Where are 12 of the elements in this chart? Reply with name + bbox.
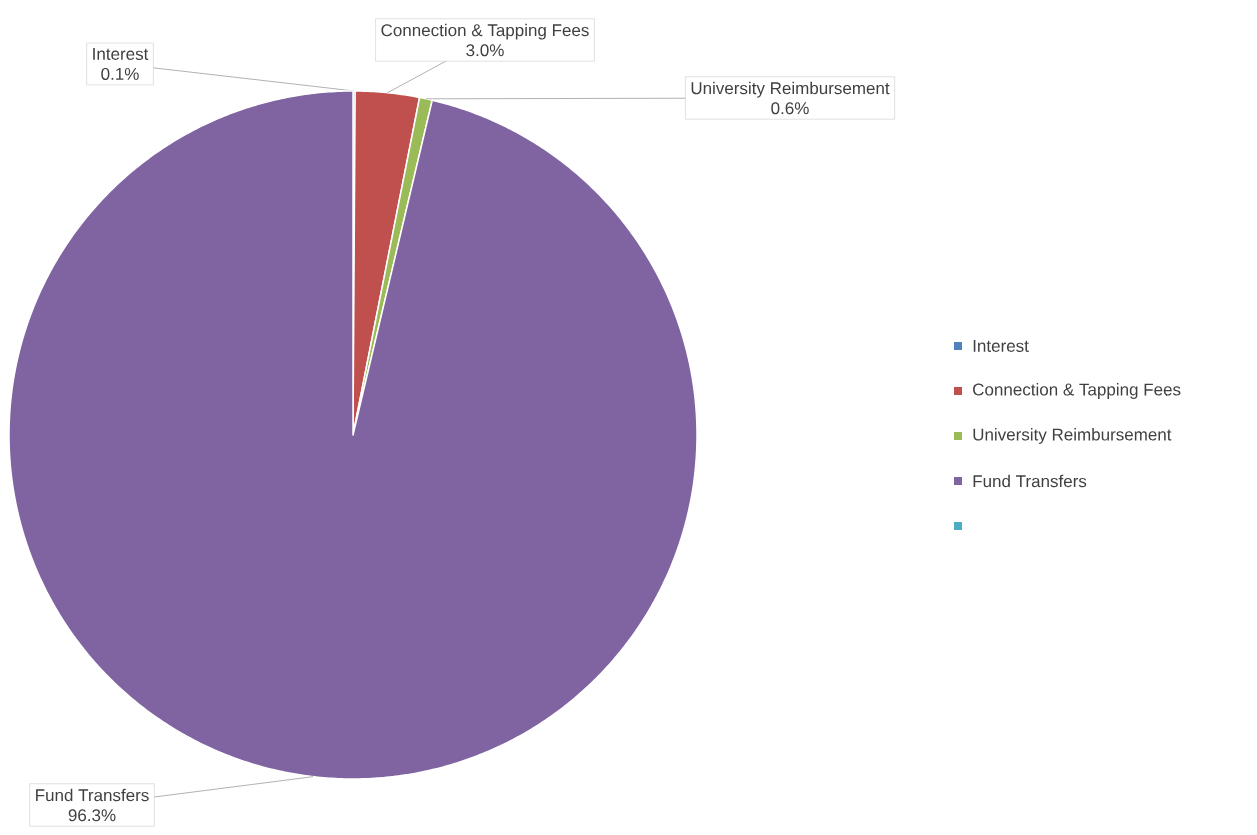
slice-label: Interest (93, 48, 149, 60)
legend-label: Connection & Tapping Fees (973, 383, 1181, 399)
slice-label: Fund Transfers (36, 788, 149, 802)
data-label: 3.0% (466, 44, 504, 57)
slice-label: Connection & Tapping Fees (381, 23, 589, 40)
data-label: 96.3% (68, 809, 116, 822)
legend-label: Fund Transfers (973, 474, 1087, 488)
data-label: 0.1% (101, 67, 139, 80)
slice-label: University Reimbursement (691, 81, 890, 98)
legend-label: University Reimbursement (973, 428, 1172, 444)
data-label: 0.6% (771, 102, 809, 115)
legend-label: Interest (973, 340, 1029, 352)
